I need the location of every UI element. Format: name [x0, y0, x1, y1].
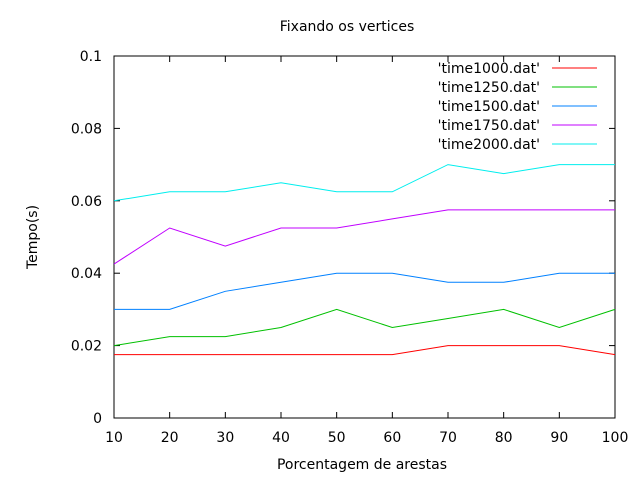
legend-label: 'time1500.dat' — [438, 99, 540, 115]
x-tick-label: 40 — [272, 430, 290, 446]
x-tick-label: 80 — [495, 430, 513, 446]
x-tick-label: 60 — [383, 430, 401, 446]
x-tick-label: 20 — [161, 430, 179, 446]
y-tick-label: 0.06 — [71, 194, 102, 210]
legend-label: 'time2000.dat' — [438, 137, 540, 153]
legend-label: 'time1000.dat' — [438, 61, 540, 77]
y-axis-label: Tempo(s) — [25, 205, 41, 270]
series-line — [114, 272, 615, 310]
series-layer — [113, 164, 616, 356]
y-tick-label: 0.02 — [71, 339, 102, 355]
x-tick-label: 90 — [550, 430, 568, 446]
legend-label: 'time1750.dat' — [438, 118, 540, 134]
series-line — [113, 308, 616, 347]
series-line — [114, 345, 616, 356]
x-tick-label: 70 — [439, 430, 457, 446]
legend-label: 'time1250.dat' — [438, 80, 540, 96]
x-tick-label: 10 — [105, 430, 123, 446]
y-tick-label: 0.08 — [71, 121, 102, 137]
series-line — [113, 164, 615, 202]
plot-frame — [113, 55, 616, 419]
y-tick-label: 0.1 — [80, 49, 102, 65]
axes: 10 20 30 40 50 60 70 80 90 100 0 0.02 0.04 0.06 0.08 0.… — [71, 49, 629, 446]
legend: 'time1000.dat' 'time1250.dat' 'time1500.da… — [438, 61, 597, 153]
y-tick-label: 0 — [93, 411, 102, 427]
x-tick-label: 50 — [328, 430, 346, 446]
series-line — [113, 209, 615, 265]
x-tick-label: 30 — [216, 430, 234, 446]
chart-title: Fixando os vertices — [280, 19, 415, 35]
x-tick-label: 100 — [602, 430, 629, 446]
x-axis-label: Porcentagem de arestas — [277, 457, 447, 473]
y-tick-label: 0.04 — [71, 266, 102, 282]
